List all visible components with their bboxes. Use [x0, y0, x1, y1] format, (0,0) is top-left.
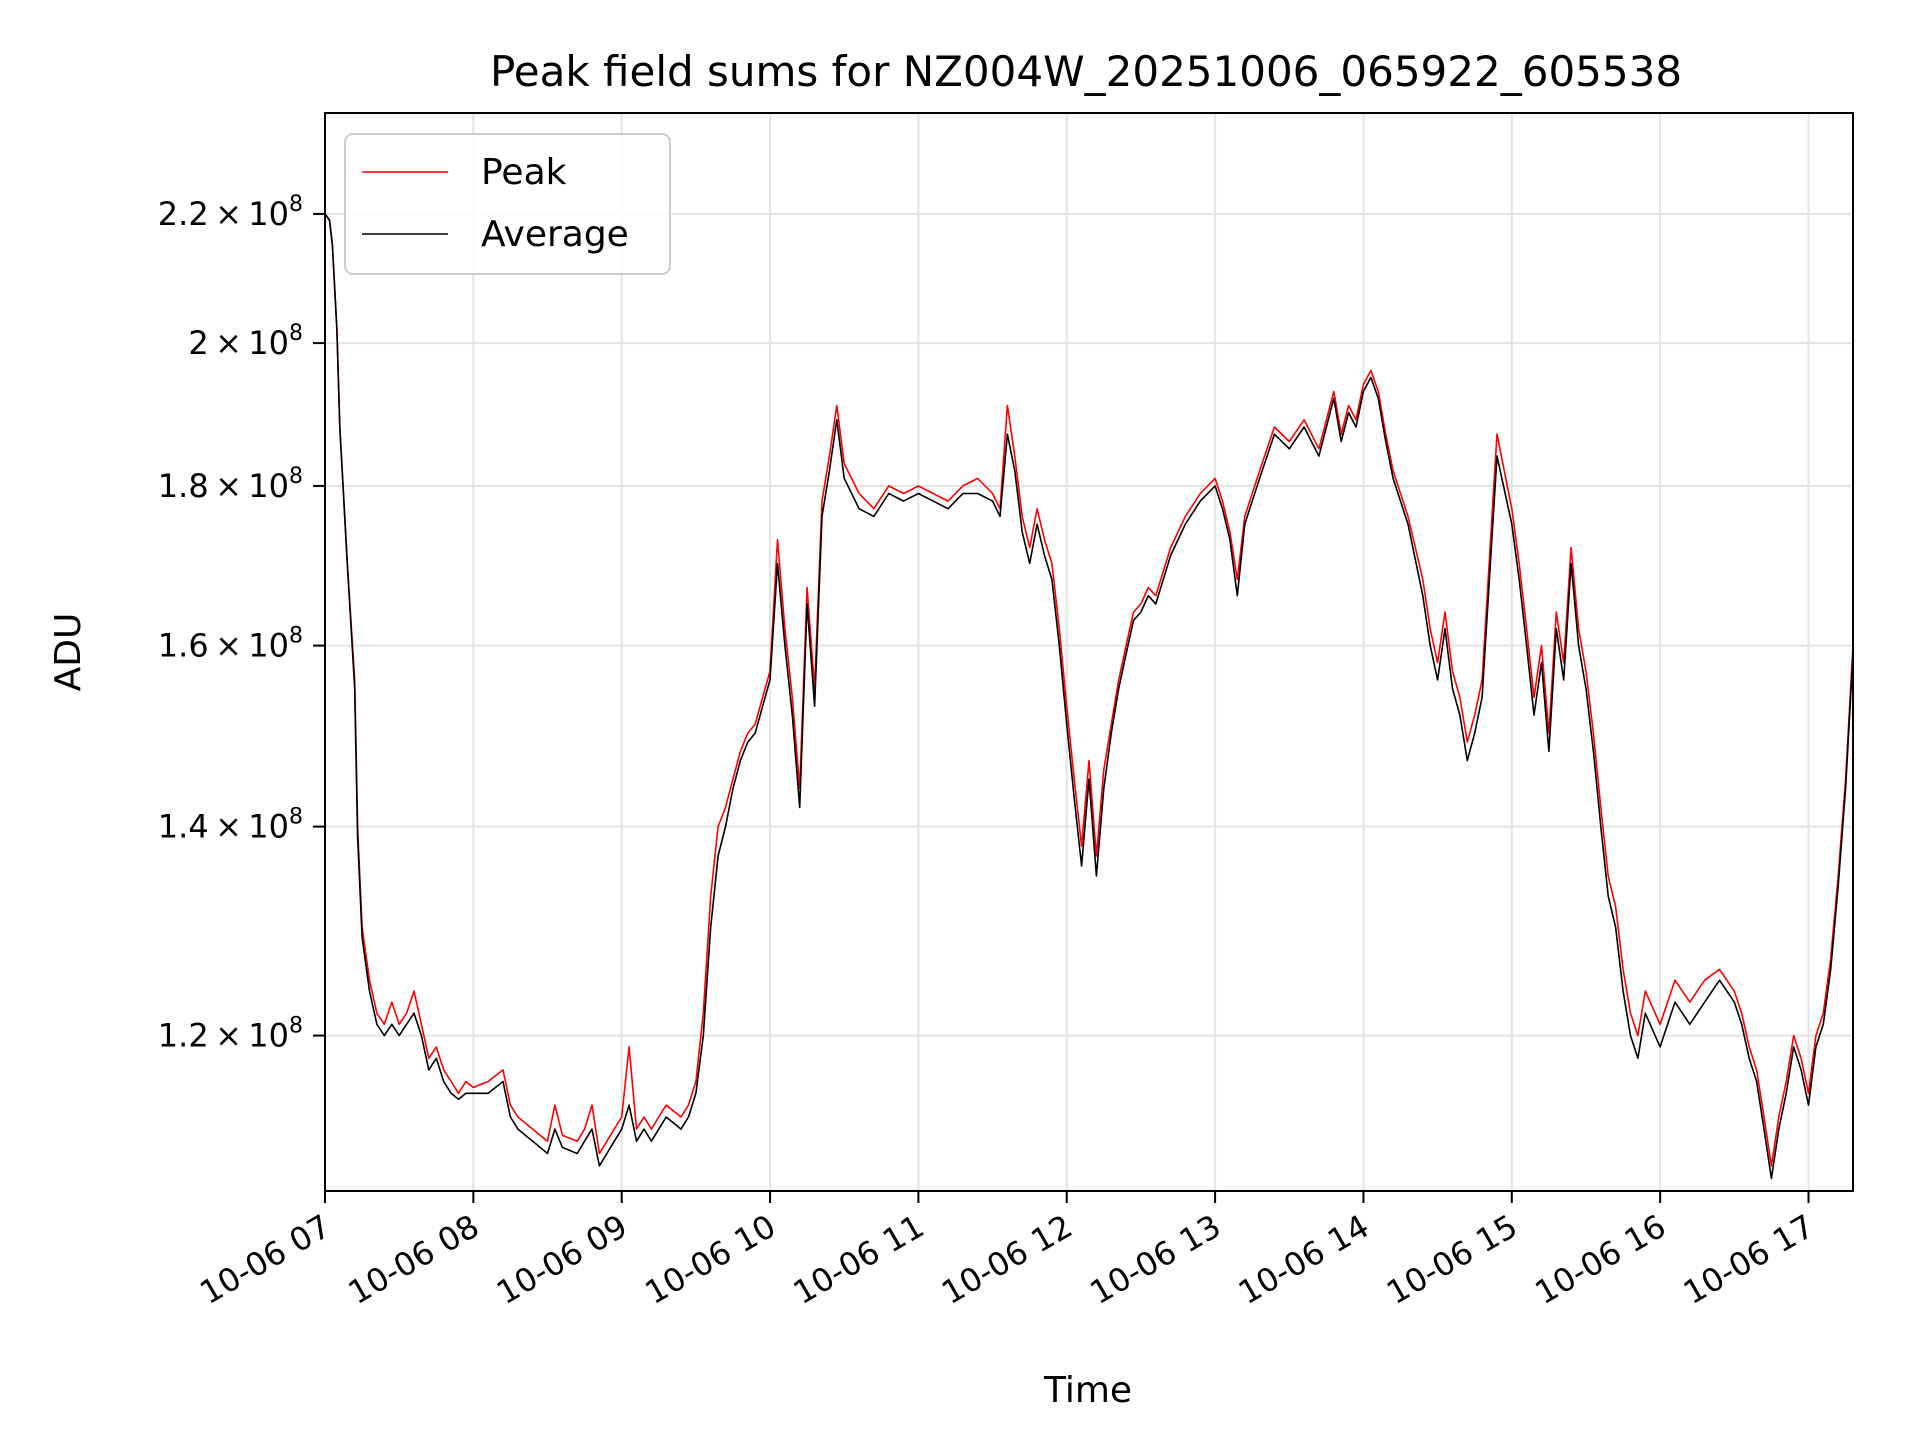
plot-frame — [324, 112, 1854, 1192]
grid-lines — [324, 113, 1853, 1191]
x-axis-label: Time — [1043, 1370, 1132, 1411]
chart-title: Peak field sums for NZ004W_20251006_0659… — [490, 47, 1682, 96]
x-tick-label: 10-06 12 — [935, 1207, 1079, 1312]
y-tick-label: 1.4 × 108 — [158, 805, 303, 846]
legend-label-peak: Peak — [481, 152, 567, 193]
x-tick-label: 10-06 07 — [193, 1207, 337, 1312]
x-axis: 10-06 07 10-06 08 10-06 09 10-06 10 10-06 11… — [193, 1191, 1820, 1312]
y-axis-label: ADU — [48, 613, 89, 692]
series-line-average — [324, 213, 1854, 1180]
y-tick-label: 1.2 × 108 — [158, 1014, 303, 1055]
x-tick-label: 10-06 11 — [787, 1207, 931, 1312]
x-tick-label: 10-06 14 — [1232, 1207, 1376, 1312]
legend: Peak Average — [344, 133, 671, 275]
legend-box — [344, 133, 671, 275]
x-tick-label: 10-06 16 — [1529, 1207, 1673, 1312]
series-lines — [324, 213, 1854, 1180]
y-tick-label: 2 × 108 — [188, 321, 303, 362]
x-tick-label: 10-06 10 — [638, 1207, 782, 1312]
y-axis: 1.2 × 108 1.4 × 108 1.6 × 108 1.8 × 108 2 × … — [158, 192, 325, 1055]
x-tick-label: 10-06 17 — [1677, 1207, 1821, 1312]
series-line-peak — [324, 213, 1854, 1167]
x-tick-label: 10-06 13 — [1083, 1207, 1227, 1312]
y-tick-label: 2.2 × 108 — [158, 192, 303, 233]
x-tick-label: 10-06 08 — [342, 1207, 486, 1312]
x-tick-label: 10-06 09 — [490, 1207, 634, 1312]
x-tick-label: 10-06 15 — [1380, 1207, 1524, 1312]
y-tick-label: 1.6 × 108 — [158, 624, 303, 665]
y-tick-label: 1.8 × 108 — [158, 464, 303, 505]
legend-label-average: Average — [481, 214, 629, 255]
